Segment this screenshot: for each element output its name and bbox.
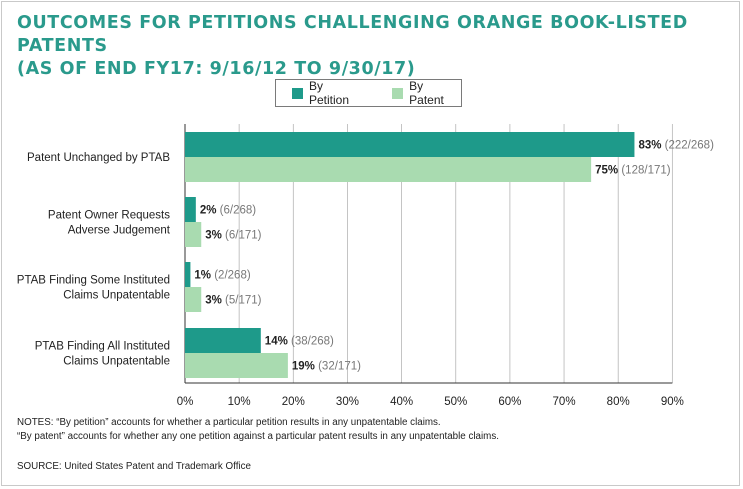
legend-swatch-patent [392, 87, 404, 99]
bar-by-patent [185, 157, 592, 182]
data-label: 3% (5/171) [205, 295, 261, 307]
data-label-count: (6/171) [222, 230, 262, 242]
data-label-percent: 2% [200, 205, 217, 217]
x-tick-label: 80% [607, 396, 630, 408]
notes-line-2: “By patent” accounts for whether any one… [17, 431, 499, 442]
data-label-count: (128/171) [618, 165, 671, 177]
data-label-count: (2/268) [211, 270, 251, 282]
bar-by-petition [185, 328, 261, 353]
legend-label-patent: By Patent [409, 79, 444, 107]
data-label-percent: 3% [205, 230, 222, 242]
data-label-count: (6/268) [216, 205, 256, 217]
category-label: Patent Owner Requests [48, 210, 170, 222]
category-label: PTAB Finding Some Instituted [17, 275, 170, 287]
x-tick-label: 0% [177, 396, 194, 408]
notes-line-1: NOTES: “By petition” accounts for whethe… [17, 417, 441, 428]
x-tick-label: 50% [444, 396, 467, 408]
data-label: 3% (6/171) [205, 230, 261, 242]
bar-by-patent [185, 287, 202, 312]
x-tick-label: 60% [498, 396, 521, 408]
bar-by-petition [185, 197, 196, 222]
data-label: 1% (2/268) [194, 270, 250, 282]
title-line-1: OUTCOMES FOR PETITIONS CHALLENGING ORANG… [17, 13, 688, 56]
data-label-percent: 83% [638, 140, 661, 152]
data-label-percent: 1% [194, 270, 211, 282]
data-label: 2% (6/268) [200, 205, 256, 217]
bar-by-petition [185, 262, 191, 287]
legend: By Petition By Patent [275, 79, 462, 107]
data-label-count: (5/171) [222, 295, 262, 307]
category-label: Patent Unchanged by PTAB [27, 152, 170, 164]
data-label-percent: 75% [595, 165, 618, 177]
data-label: 14% (38/268) [265, 336, 334, 348]
data-label-count: (32/171) [315, 361, 361, 373]
legend-label-petition: By Petition [308, 79, 349, 107]
x-tick-label: 10% [228, 396, 251, 408]
data-label: 19% (32/171) [292, 361, 361, 373]
data-label-count: (222/268) [661, 140, 714, 152]
category-label: Claims Unpatentable [63, 356, 170, 368]
bar-by-patent [185, 353, 288, 378]
x-tick-label: 30% [336, 396, 359, 408]
data-label: 75% (128/171) [595, 165, 671, 177]
data-label-percent: 19% [292, 361, 315, 373]
legend-item-patent: By Patent [392, 79, 461, 107]
legend-item-petition: By Petition [292, 79, 366, 107]
x-tick-label: 40% [390, 396, 413, 408]
x-tick-label: 70% [553, 396, 576, 408]
title-line-2: (AS OF END FY17: 9/16/12 TO 9/30/17) [17, 59, 416, 79]
legend-swatch-petition [292, 87, 303, 99]
x-tick-label: 90% [661, 396, 684, 408]
notes: NOTES: “By petition” accounts for whethe… [17, 416, 499, 444]
x-tick-label: 20% [282, 396, 305, 408]
category-label: PTAB Finding All Instituted [35, 341, 170, 353]
source: SOURCE: United States Patent and Tradema… [17, 461, 251, 472]
data-label: 83% (222/268) [638, 140, 714, 152]
data-label-count: (38/268) [288, 336, 334, 348]
chart-title: OUTCOMES FOR PETITIONS CHALLENGING ORANG… [17, 12, 743, 81]
bar-by-patent [185, 222, 202, 247]
category-label: Claims Unpatentable [63, 290, 170, 302]
data-label-percent: 3% [205, 295, 222, 307]
category-label: Adverse Judgement [68, 225, 171, 237]
bar-by-petition [185, 132, 635, 157]
data-label-percent: 14% [265, 336, 288, 348]
